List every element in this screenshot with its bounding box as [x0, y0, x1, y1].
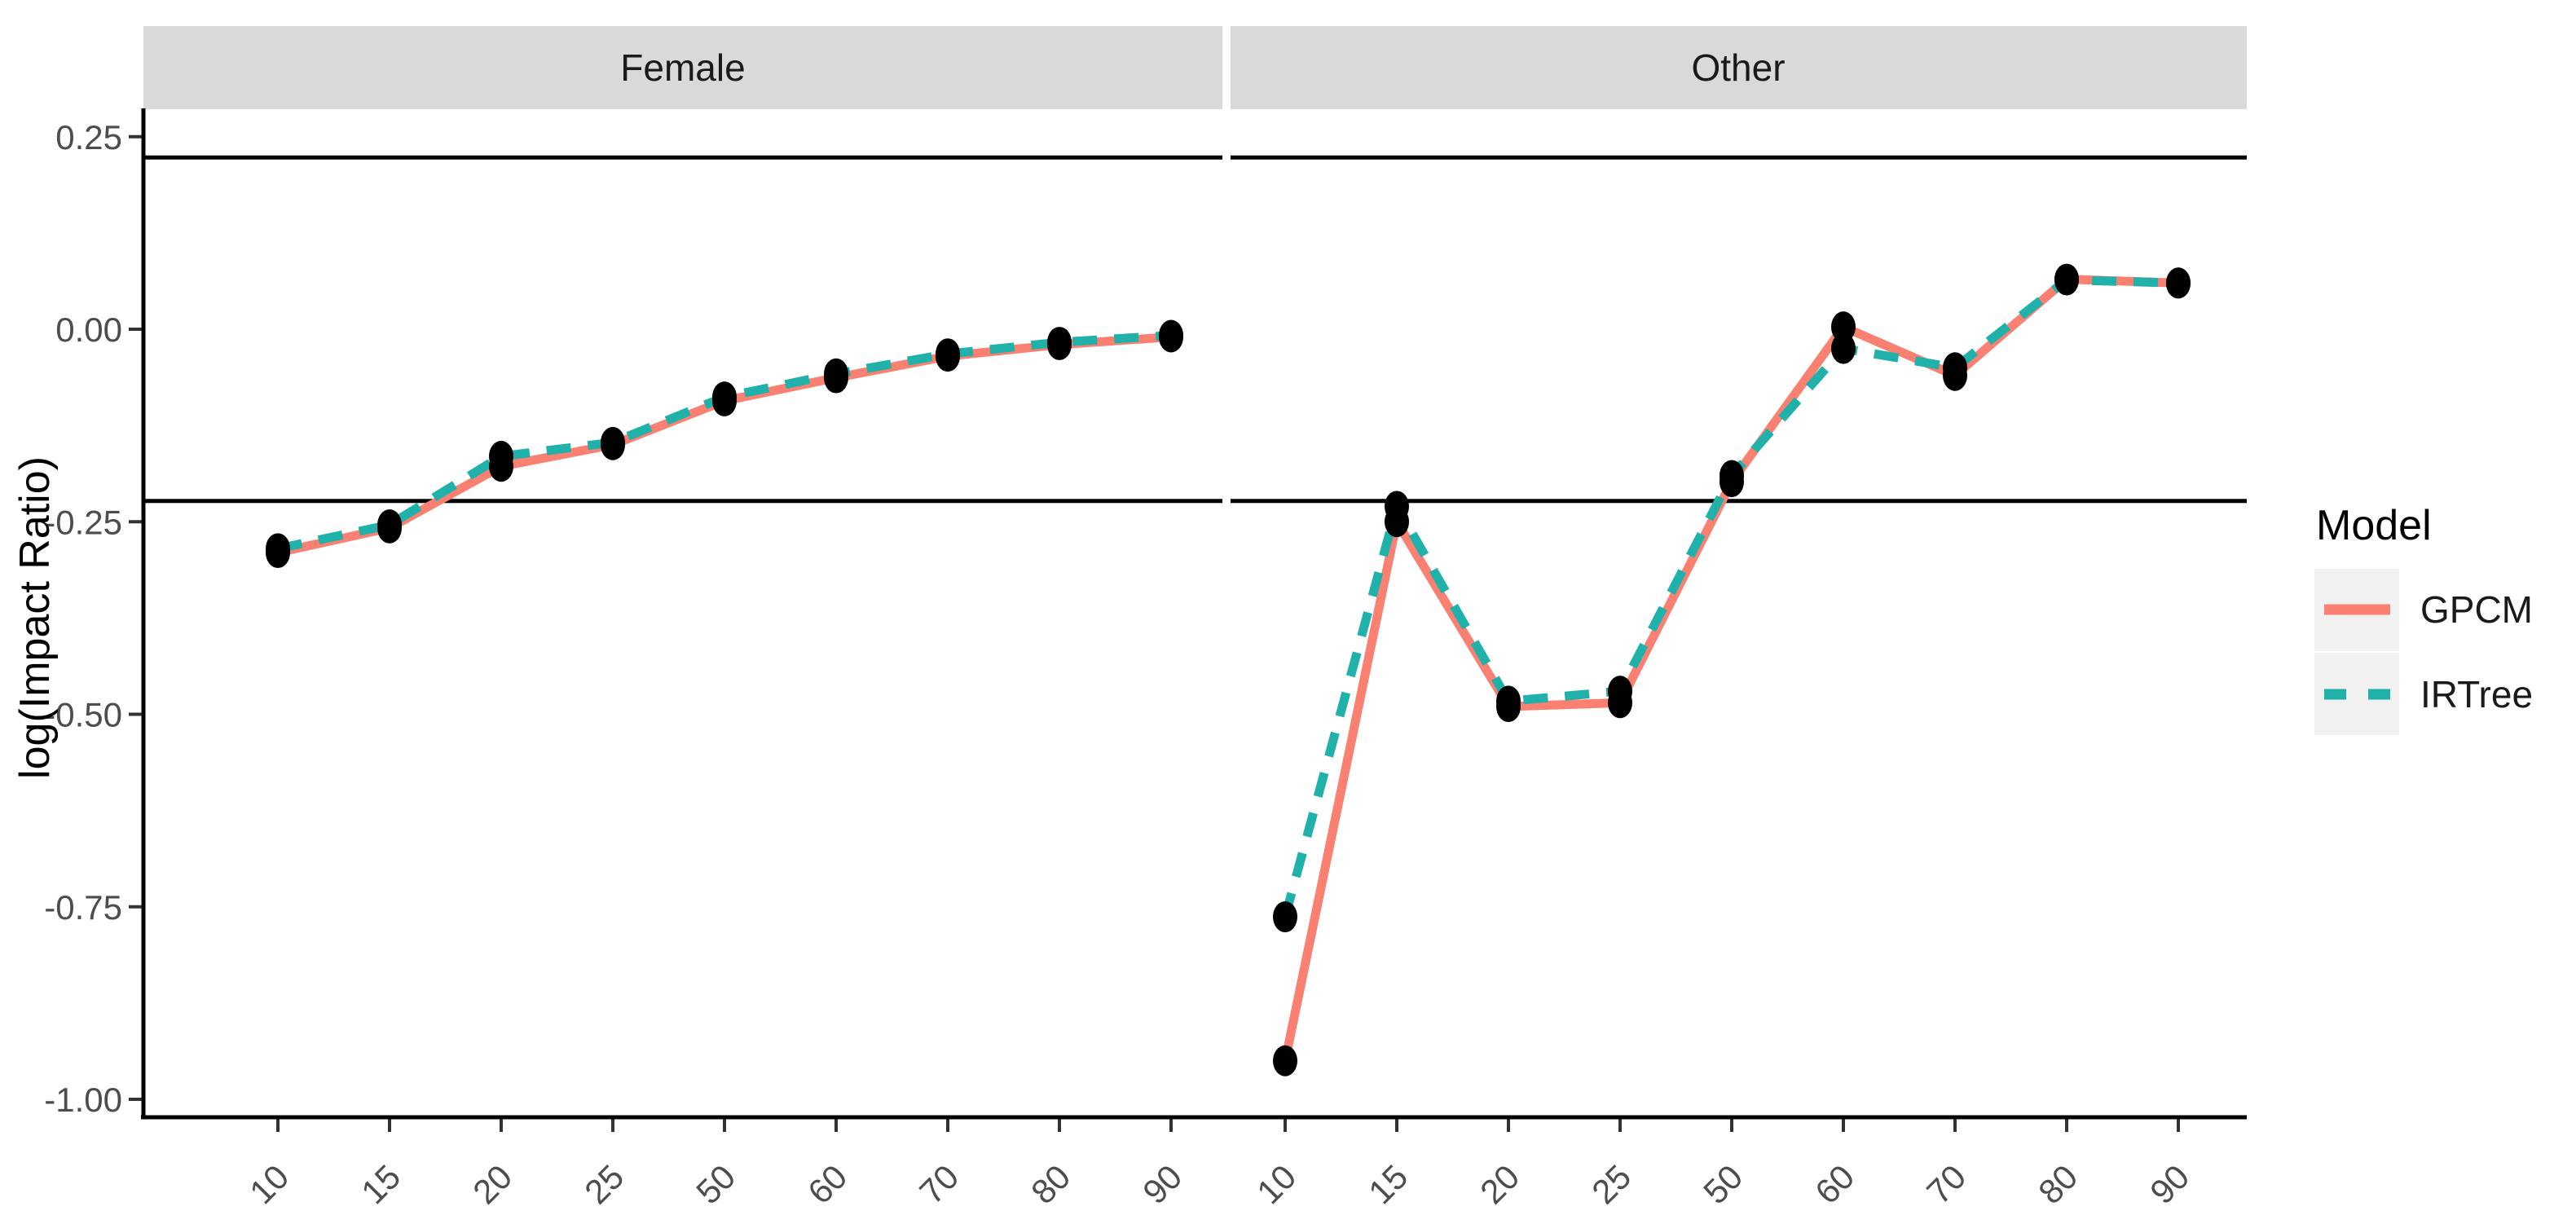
x-tick-label: 50	[1696, 1157, 1750, 1211]
y-tick-label: 0.00	[55, 310, 122, 349]
y-tick-label: -1.00	[44, 1081, 122, 1119]
x-tick-label: 20	[465, 1157, 519, 1211]
x-tick-label: 60	[1808, 1157, 1861, 1211]
x-tick-label: 50	[689, 1157, 742, 1211]
data-point	[1385, 491, 1409, 522]
data-point	[601, 426, 625, 458]
series-line-gpcm	[1280, 275, 2179, 1062]
data-point	[1831, 332, 1856, 364]
y-tick-label: -0.25	[44, 503, 122, 541]
x-tick-label: 60	[800, 1157, 854, 1211]
facet-strip-other	[1231, 26, 2247, 109]
data-point	[2166, 267, 2191, 299]
x-tick-label: 15	[1361, 1157, 1415, 1211]
y-axis-title: log(Impact Ratio)	[11, 456, 59, 779]
x-tick-label: 70	[912, 1157, 966, 1211]
y-tick-label: -0.50	[44, 696, 122, 734]
data-point	[1720, 460, 1744, 491]
legend-title: Model	[2316, 502, 2432, 549]
data-point	[2054, 264, 2079, 296]
facet-label-female: Female	[620, 46, 745, 89]
data-point	[824, 358, 848, 390]
axis-ticks: 0.25 0.00 -0.25 -0.50 -0.75 -1.00 10 15 20 25 50 60…	[44, 118, 2196, 1212]
data-point	[489, 440, 513, 472]
data-point	[266, 533, 290, 565]
legend-label-irtree: IRTree	[2420, 673, 2533, 715]
reference-lines	[143, 155, 2247, 504]
x-tick-label: 10	[1249, 1157, 1303, 1211]
data-point	[1608, 676, 1632, 707]
data-point	[377, 509, 402, 541]
series-layer	[266, 263, 2191, 1077]
data-point	[712, 381, 737, 413]
x-tick-label: 25	[1584, 1157, 1638, 1211]
facet-strip-female	[143, 26, 1222, 109]
x-tick-label: 90	[1135, 1157, 1189, 1211]
series-line-irtree	[1280, 275, 2179, 918]
data-point	[936, 338, 960, 370]
x-tick-label: 70	[1919, 1157, 1973, 1211]
y-tick-label: 0.25	[55, 118, 122, 156]
data-point	[1943, 352, 1967, 384]
x-tick-label: 15	[354, 1157, 407, 1211]
data-point	[1496, 685, 1521, 717]
data-point	[1273, 901, 1297, 933]
x-tick-label: 10	[242, 1157, 296, 1211]
data-point	[1831, 311, 1856, 343]
series-line-gpcm	[276, 332, 1172, 557]
legend-label-gpcm: GPCM	[2420, 588, 2533, 631]
data-point	[1047, 327, 1072, 359]
x-tick-label: 20	[1473, 1157, 1526, 1211]
x-tick-label: 80	[2031, 1157, 2085, 1211]
legend: Model GPCM IRTree	[2314, 502, 2533, 735]
data-point	[1159, 319, 1183, 351]
y-tick-label: -0.75	[44, 888, 122, 927]
x-tick-label: 90	[2142, 1157, 2196, 1211]
data-point	[1273, 1045, 1297, 1077]
x-tick-label: 80	[1024, 1157, 1077, 1211]
facet-label-other: Other	[1691, 46, 1785, 89]
x-tick-label: 25	[577, 1157, 631, 1211]
